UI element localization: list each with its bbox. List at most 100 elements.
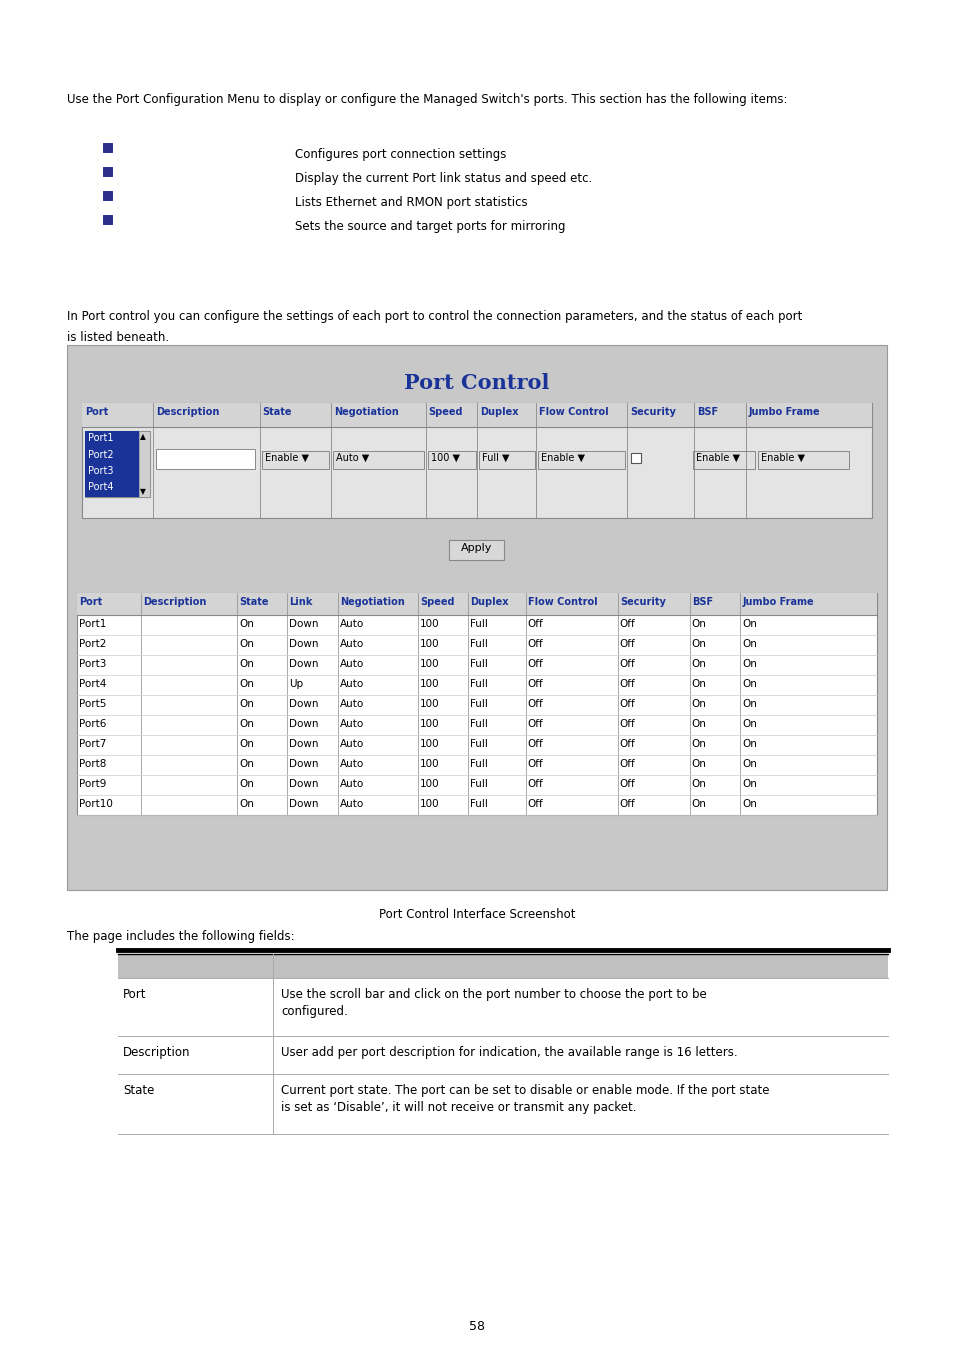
Text: On: On (691, 659, 706, 670)
Bar (693, 451, 754, 468)
Text: ▼: ▼ (140, 487, 146, 495)
Text: Down: Down (289, 759, 318, 769)
Text: Negotiation: Negotiation (334, 406, 398, 417)
Text: Full: Full (470, 759, 488, 769)
Text: On: On (691, 759, 706, 769)
Text: Full: Full (470, 779, 488, 788)
Text: Use the scroll bar and click on the port number to choose the port to be: Use the scroll bar and click on the port… (281, 988, 706, 1000)
Text: Duplex: Duplex (479, 406, 518, 417)
Text: 100: 100 (419, 738, 439, 749)
Text: Enable ▼: Enable ▼ (696, 454, 740, 463)
Text: Auto: Auto (339, 738, 364, 749)
Text: Port10: Port10 (79, 799, 112, 809)
Text: Display the current Port link status and speed etc.: Display the current Port link status and… (294, 171, 592, 185)
Text: Port: Port (123, 988, 147, 1000)
Text: Down: Down (289, 738, 318, 749)
Text: 100: 100 (419, 720, 439, 729)
Text: On: On (691, 620, 706, 629)
Text: Port3: Port3 (88, 466, 113, 477)
Text: On: On (741, 738, 757, 749)
Text: On: On (741, 699, 757, 709)
Bar (449, 540, 504, 560)
Text: 100: 100 (419, 620, 439, 629)
Text: On: On (239, 679, 253, 688)
Text: Sets the source and target ports for mirroring: Sets the source and target ports for mir… (294, 220, 565, 234)
Text: Port2: Port2 (79, 639, 107, 649)
Text: Enable ▼: Enable ▼ (760, 454, 803, 463)
Text: On: On (239, 799, 253, 809)
Text: Full: Full (470, 799, 488, 809)
Text: On: On (691, 720, 706, 729)
Text: Off: Off (527, 659, 543, 670)
Text: Negotiation: Negotiation (339, 597, 404, 608)
Text: Port6: Port6 (79, 720, 107, 729)
Text: is listed beneath.: is listed beneath. (67, 331, 169, 344)
Text: Off: Off (619, 679, 635, 688)
Bar (118, 954, 887, 977)
Text: Jumbo Frame: Jumbo Frame (748, 406, 820, 417)
Text: 100: 100 (419, 779, 439, 788)
Text: Flow Control: Flow Control (538, 406, 608, 417)
Text: Port7: Port7 (79, 738, 107, 749)
Text: Flow Control: Flow Control (527, 597, 597, 608)
Bar (631, 454, 640, 463)
Text: Off: Off (619, 639, 635, 649)
Bar (156, 450, 254, 468)
Text: 100: 100 (419, 659, 439, 670)
Text: Apply: Apply (461, 543, 492, 554)
Text: Off: Off (619, 799, 635, 809)
Text: State: State (262, 406, 292, 417)
Text: Auto ▼: Auto ▼ (335, 454, 369, 463)
Text: On: On (239, 720, 253, 729)
Text: On: On (741, 720, 757, 729)
Text: is set as ‘Disable’, it will not receive or transmit any packet.: is set as ‘Disable’, it will not receive… (281, 1102, 636, 1114)
Text: 58: 58 (469, 1320, 484, 1332)
Text: Port3: Port3 (79, 659, 107, 670)
Text: Off: Off (527, 699, 543, 709)
Text: 100: 100 (419, 679, 439, 688)
Text: Enable ▼: Enable ▼ (540, 454, 584, 463)
Text: On: On (239, 659, 253, 670)
Text: Auto: Auto (339, 779, 364, 788)
Text: Description: Description (143, 597, 206, 608)
Text: Port1: Port1 (88, 433, 113, 443)
Text: Off: Off (619, 738, 635, 749)
Bar (261, 451, 329, 468)
Bar (427, 451, 476, 468)
Text: On: On (741, 639, 757, 649)
Text: Up: Up (289, 679, 303, 688)
Text: Security: Security (619, 597, 665, 608)
Text: On: On (741, 799, 757, 809)
Text: Down: Down (289, 779, 318, 788)
Text: Port2: Port2 (88, 450, 113, 459)
Text: Full: Full (470, 699, 488, 709)
Text: On: On (239, 779, 253, 788)
Bar (77, 593, 876, 815)
Text: Speed: Speed (419, 597, 454, 608)
Text: Full: Full (470, 659, 488, 670)
Text: Link: Link (289, 597, 313, 608)
Text: Port8: Port8 (79, 759, 107, 769)
Text: On: On (239, 639, 253, 649)
Text: 100: 100 (419, 759, 439, 769)
Text: 100: 100 (419, 639, 439, 649)
Text: Off: Off (619, 620, 635, 629)
Text: On: On (239, 620, 253, 629)
Text: Port9: Port9 (79, 779, 107, 788)
Text: configured.: configured. (281, 1004, 348, 1018)
Text: Full: Full (470, 720, 488, 729)
Text: Port4: Port4 (88, 482, 113, 493)
Text: BSF: BSF (691, 597, 712, 608)
Text: On: On (741, 679, 757, 688)
Text: Full: Full (470, 679, 488, 688)
Text: Down: Down (289, 639, 318, 649)
Text: Port5: Port5 (79, 699, 107, 709)
Text: On: On (691, 679, 706, 688)
Bar (85, 481, 139, 497)
Text: Down: Down (289, 659, 318, 670)
Text: Off: Off (619, 699, 635, 709)
Text: On: On (741, 659, 757, 670)
Text: BSF: BSF (697, 406, 718, 417)
Text: State: State (239, 597, 268, 608)
Text: Port Control Interface Screenshot: Port Control Interface Screenshot (378, 909, 575, 921)
